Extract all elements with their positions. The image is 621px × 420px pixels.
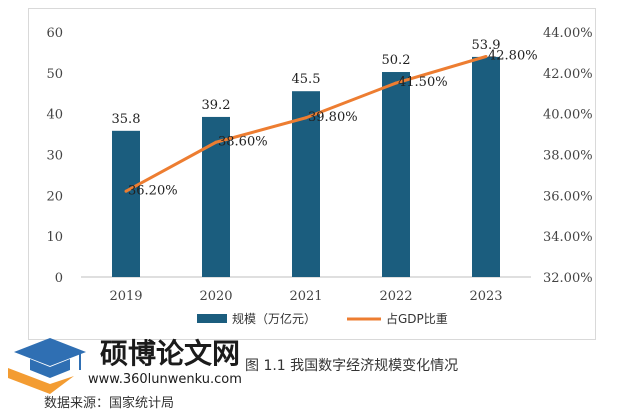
bar-value-label: 50.2 (382, 53, 411, 68)
watermark-url: www.360lunwenku.com (88, 372, 242, 387)
legend-label-bar: 规模（万亿元） (232, 311, 316, 326)
line-point (304, 116, 308, 120)
y-right-tick: 38.00% (543, 149, 593, 164)
bar-value-label: 45.5 (292, 72, 321, 87)
bar (292, 91, 320, 277)
legend-swatch-bar (197, 314, 227, 323)
y-right-tick: 34.00% (543, 230, 593, 245)
y-left-tick: 20 (46, 189, 63, 204)
y-right-tick: 32.00% (543, 271, 593, 286)
x-tick-label: 2020 (199, 289, 232, 304)
y-left-tick: 50 (46, 67, 63, 82)
y-left-tick: 0 (55, 271, 63, 286)
data-source: 数据来源：国家统计局 (44, 396, 175, 411)
line-value-label: 39.80% (308, 110, 358, 125)
y-left-tick: 30 (46, 149, 63, 164)
x-tick-label: 2022 (379, 289, 412, 304)
y-right-tick: 44.00% (543, 26, 593, 41)
bar-value-label: 39.2 (202, 98, 231, 113)
y-left-tick: 10 (46, 230, 63, 245)
y-left-tick: 40 (46, 108, 63, 123)
x-tick-label: 2023 (469, 289, 502, 304)
line-value-label: 36.20% (128, 183, 178, 198)
bar (472, 56, 500, 278)
bar-value-label: 35.8 (112, 112, 141, 127)
watermark-name: 硕博论文网 (100, 337, 241, 370)
x-tick-label: 2021 (289, 289, 322, 304)
line-point (394, 81, 398, 85)
chart-frame: 0 10 20 30 40 50 60 32.00% 34.00% 36.00% 38.00% 40.… (28, 8, 596, 340)
x-tick-label: 2019 (109, 289, 142, 304)
y-left-tick: 60 (46, 26, 63, 41)
y-right-tick: 40.00% (543, 108, 593, 123)
bar (112, 130, 140, 277)
line-value-label: 41.50% (398, 75, 448, 90)
line-point (214, 140, 218, 144)
line-point (484, 55, 488, 58)
y-right-tick: 36.00% (543, 189, 593, 204)
watermark: 硕博论文网 www.360lunwenku.com (8, 332, 268, 398)
bar-value-label: 53.9 (472, 38, 501, 53)
legend-label-line: 占GDP比重 (386, 311, 448, 326)
line-value-label: 38.60% (218, 134, 268, 149)
figure-caption: 图 1.1 我国数字经济规模变化情况 (245, 358, 459, 374)
chart: 0 10 20 30 40 50 60 32.00% 34.00% 36.00% 38.00% 40.… (46, 26, 593, 326)
y-right-tick: 42.00% (543, 67, 593, 82)
line-value-label: 42.80% (488, 49, 538, 64)
graduation-cap-icon (8, 338, 86, 394)
bar (382, 72, 410, 277)
line-point (124, 189, 128, 193)
